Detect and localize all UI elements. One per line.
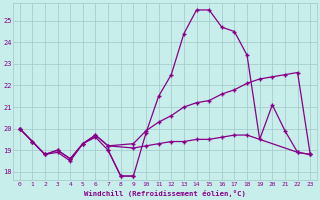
X-axis label: Windchill (Refroidissement éolien,°C): Windchill (Refroidissement éolien,°C) bbox=[84, 190, 246, 197]
